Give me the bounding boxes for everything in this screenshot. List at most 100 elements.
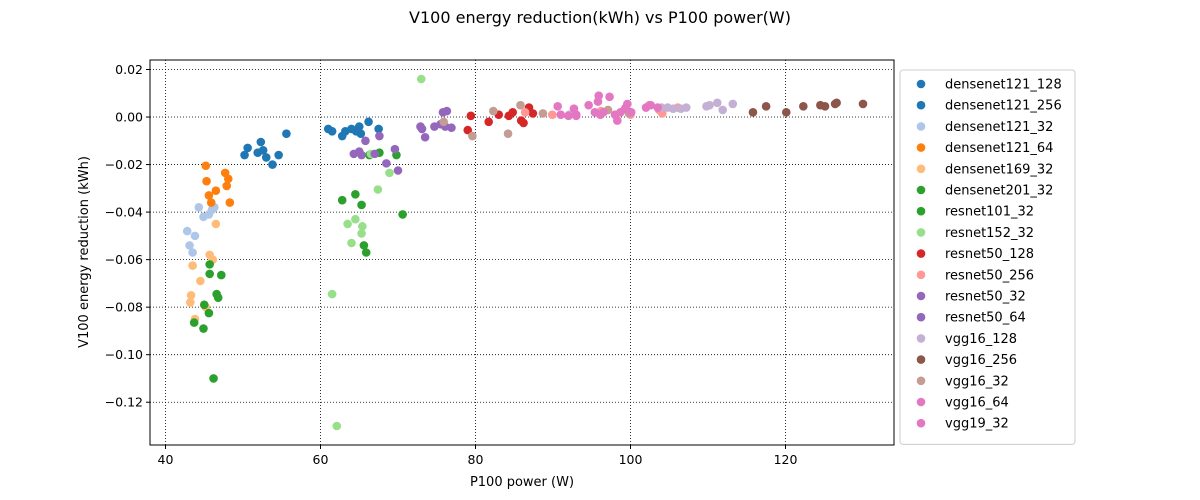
point-vgg16-128 xyxy=(682,103,691,112)
y-tick-label: −0.06 xyxy=(105,252,143,267)
point-densenet121-256 xyxy=(354,122,364,131)
y-tick-label: −0.12 xyxy=(105,395,143,410)
legend-label-vgg16-256: vgg16_256 xyxy=(945,353,1017,368)
legend-label-densenet169-32: densenet169_32 xyxy=(945,162,1053,177)
point-resnet50-32 xyxy=(361,136,370,146)
legend-marker-vgg16-128 xyxy=(916,334,926,343)
point-vgg16-128 xyxy=(728,99,738,109)
point-resnet152-32 xyxy=(385,168,394,178)
point-densenet121-32 xyxy=(182,226,192,236)
legend-label-vgg16-64: vgg16_64 xyxy=(945,396,1009,411)
legend-marker-resnet50-256 xyxy=(916,270,926,280)
legend-label-resnet50-64: resnet50_64 xyxy=(945,311,1026,326)
point-vgg16-64 xyxy=(584,100,593,110)
point-vgg19-32 xyxy=(621,103,631,112)
legend: densenet121_128 densenet121_256 densenet12… xyxy=(899,69,1076,445)
legend-marker-vgg16-64 xyxy=(916,397,926,407)
point-vgg19-32 xyxy=(653,103,662,112)
point-vgg16-32 xyxy=(538,109,548,118)
point-resnet101-32 xyxy=(361,248,371,257)
point-vgg16-64 xyxy=(605,92,614,102)
point-resnet152-32 xyxy=(327,289,337,299)
point-resnet152-32 xyxy=(357,229,366,238)
legend-label-vgg16-128: vgg16_128 xyxy=(945,332,1017,347)
point-resnet50-32 xyxy=(417,124,427,134)
point-densenet121-64 xyxy=(211,186,221,196)
point-resnet101-32 xyxy=(357,200,366,210)
point-vgg19-32 xyxy=(571,111,581,121)
point-densenet121-256 xyxy=(374,124,383,134)
x-tick-label: 80 xyxy=(468,452,484,467)
y-tick-label: −0.04 xyxy=(105,205,143,220)
point-vgg16-64 xyxy=(594,91,604,100)
legend-label-resnet152-32: resnet152_32 xyxy=(945,226,1034,241)
legend-label-vgg16-32: vgg16_32 xyxy=(945,374,1009,389)
legend-marker-densenet121-256 xyxy=(916,100,926,110)
point-densenet121-64 xyxy=(222,181,232,191)
point-resnet50-32 xyxy=(357,150,366,160)
point-densenet169-32 xyxy=(196,276,205,286)
y-tick-label: −0.10 xyxy=(105,347,143,362)
point-densenet121-128 xyxy=(258,146,268,155)
legend-label-densenet121-128: densenet121_128 xyxy=(945,78,1062,93)
x-tick-label: 60 xyxy=(313,452,329,467)
point-resnet50-32 xyxy=(390,144,400,154)
y-tick-label: 0.02 xyxy=(115,62,143,77)
point-densenet121-32 xyxy=(190,231,200,241)
point-resnet50-32 xyxy=(393,166,403,175)
legend-box xyxy=(899,69,1076,445)
point-resnet50-128 xyxy=(466,111,476,121)
point-densenet121-64 xyxy=(202,176,211,186)
point-densenet201-32 xyxy=(217,270,226,280)
point-vgg19-32 xyxy=(564,111,573,121)
legend-marker-densenet169-32 xyxy=(916,164,926,174)
legend-marker-resnet101-32 xyxy=(916,206,926,216)
point-vgg16-32 xyxy=(516,100,525,110)
point-densenet121-128 xyxy=(274,150,283,160)
point-resnet50-128 xyxy=(528,109,538,118)
x-axis-label: P100 power (W) xyxy=(470,475,574,490)
legend-marker-resnet50-64 xyxy=(916,312,926,322)
legend-label-resnet50-128: resnet50_128 xyxy=(945,247,1034,262)
point-densenet169-32 xyxy=(186,298,195,307)
plot-frame xyxy=(149,59,895,446)
point-densenet121-256 xyxy=(364,117,373,127)
legend-marker-resnet152-32 xyxy=(916,228,926,237)
legend-label-resnet50-256: resnet50_256 xyxy=(945,268,1034,283)
point-densenet121-128 xyxy=(282,129,291,138)
point-densenet121-256 xyxy=(356,129,366,138)
y-axis-label: V100 energy reduction (kWh) xyxy=(77,156,92,348)
point-vgg16-64 xyxy=(646,100,655,110)
point-resnet152-32 xyxy=(347,238,356,248)
point-densenet121-128 xyxy=(268,160,277,169)
legend-marker-resnet50-32 xyxy=(916,291,926,301)
point-vgg16-128 xyxy=(705,100,714,110)
point-densenet121-64 xyxy=(206,198,216,207)
legend-marker-vgg16-256 xyxy=(916,355,926,364)
point-vgg16-128 xyxy=(668,104,678,114)
legend-label-vgg19-32: vgg19_32 xyxy=(945,417,1009,432)
point-densenet121-32 xyxy=(188,248,197,257)
point-densenet201-32 xyxy=(199,300,209,310)
point-densenet169-32 xyxy=(186,290,196,300)
point-densenet201-32 xyxy=(213,293,223,302)
point-resnet50-128 xyxy=(484,117,493,127)
legend-marker-densenet121-32 xyxy=(916,122,926,131)
point-densenet121-64 xyxy=(201,161,211,171)
point-resnet50-128 xyxy=(519,118,528,128)
point-resnet50-256 xyxy=(547,110,557,119)
x-tick-label: 40 xyxy=(158,452,174,467)
point-resnet50-32 xyxy=(382,159,391,168)
point-densenet121-32 xyxy=(194,203,204,212)
legend-marker-vgg16-32 xyxy=(916,376,926,386)
point-densenet201-32 xyxy=(205,269,214,279)
point-resnet50-32 xyxy=(375,131,384,141)
axis-ticks: 40 60 80 100 120 0.02 0.00 −0.02 −0.04 −0.06 −0.08… xyxy=(105,62,798,467)
point-resnet101-32 xyxy=(337,195,347,205)
point-vgg19-32 xyxy=(599,107,608,117)
point-vgg16-64 xyxy=(553,102,562,111)
point-resnet50-32 xyxy=(370,149,380,159)
x-tick-label: 120 xyxy=(774,452,798,467)
point-resnet101-32 xyxy=(359,241,369,250)
x-tick-label: 100 xyxy=(619,452,643,467)
